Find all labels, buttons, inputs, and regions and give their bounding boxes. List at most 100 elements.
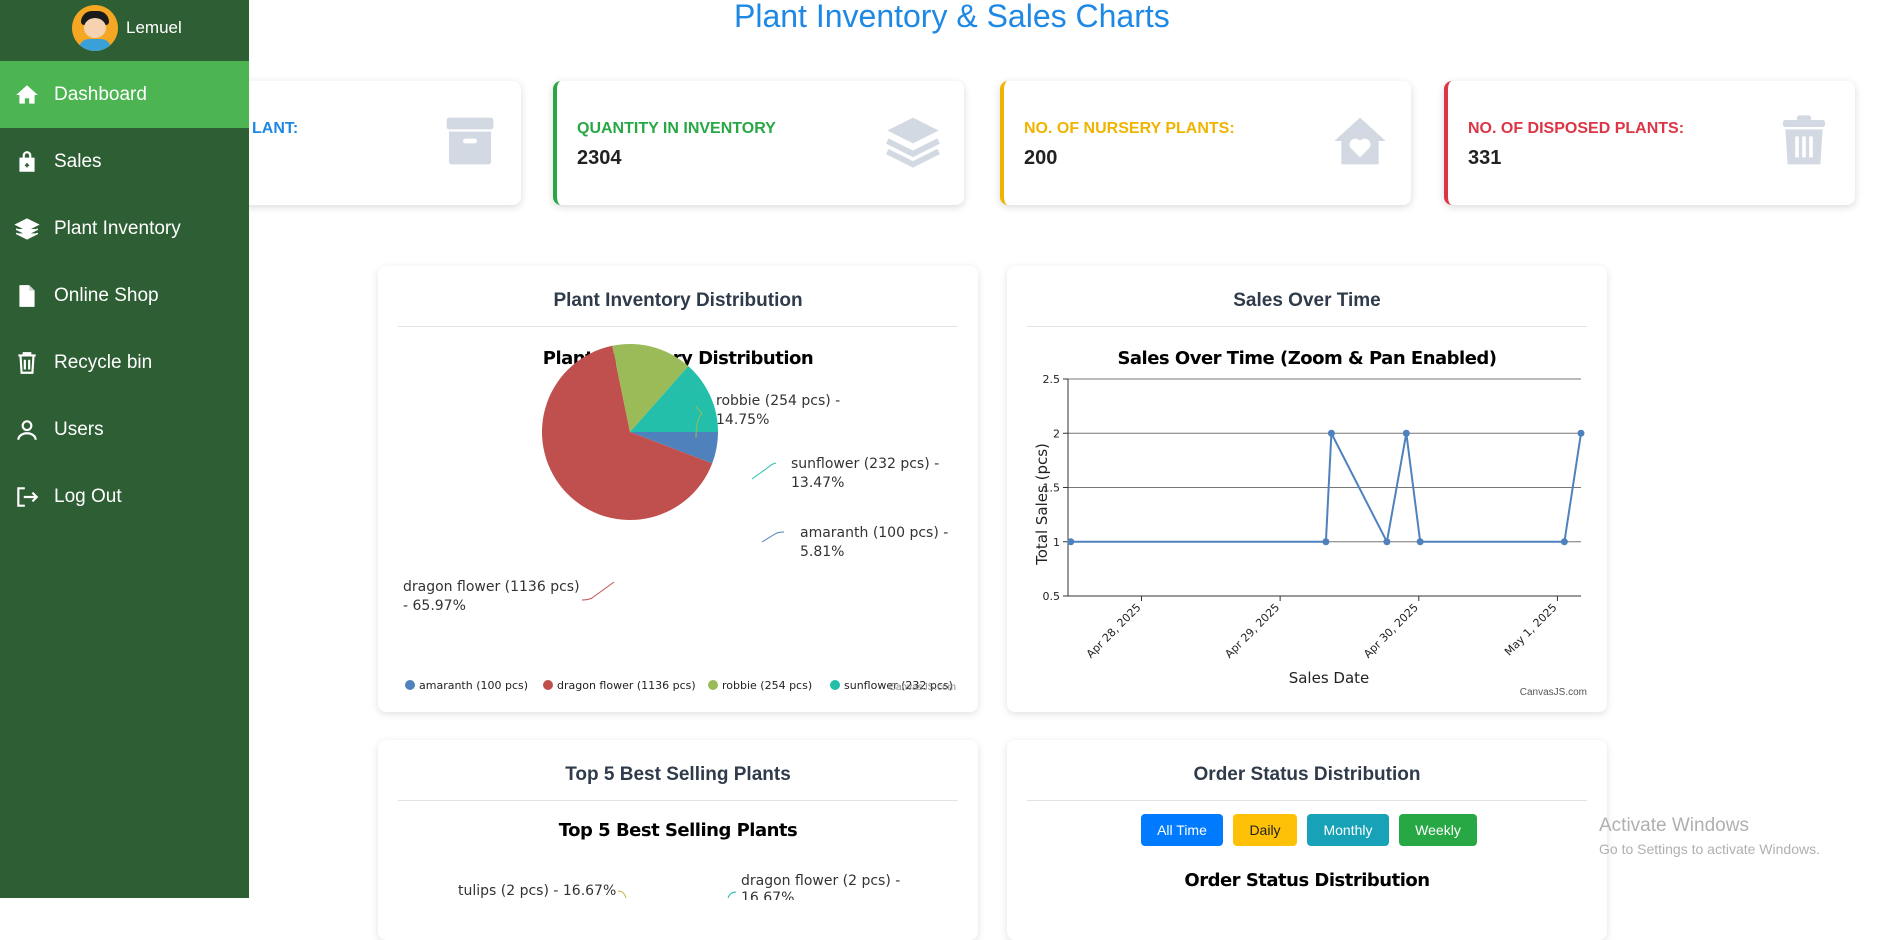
trash-icon (1783, 115, 1825, 165)
legend-marker-amaranth (405, 680, 415, 690)
logout-icon (17, 486, 39, 507)
chart-title: Order Status Distribution (1184, 870, 1430, 891)
nav-plant-inventory[interactable]: Plant Inventory (0, 195, 249, 262)
y-tick-label: 2 (1053, 427, 1060, 440)
x-tick-label: Apr 29, 2025 (1222, 601, 1282, 661)
pie-label-amaranth-1: amaranth (100 pcs) - (800, 525, 948, 541)
stat-value: 331 (1468, 147, 1502, 169)
archive-icon (446, 117, 494, 165)
nav-label: Dashboard (54, 83, 147, 105)
nav-sales[interactable]: Sales (0, 128, 249, 195)
top5-pie-chart[interactable]: tulips (2 pcs) - 16.67% dragon flower (2… (378, 740, 978, 900)
pie-label-amaranth-2: 5.81% (800, 544, 844, 560)
pie-label-robbie-2: 14.75% (716, 412, 769, 428)
user-icon (17, 419, 37, 440)
chart-credit[interactable]: CanvasJS.com (889, 682, 956, 693)
nav-label: Users (54, 418, 104, 440)
trash-icon (18, 351, 36, 374)
panel-header: Plant Inventory Distribution (398, 266, 958, 327)
legend-item-amaranth[interactable]: amaranth (100 pcs) (419, 679, 528, 692)
filter-monthly-button[interactable]: Monthly (1307, 814, 1389, 846)
legend-item-sunflower[interactable]: sunflower (232 pcs) (844, 679, 953, 692)
chart-title: Top 5 Best Selling Plants (558, 820, 798, 841)
y-tick-label: 2.5 (1043, 373, 1061, 386)
stat-label: NO. OF NURSERY PLANTS: (1024, 120, 1235, 137)
home-icon (16, 84, 38, 104)
user-name: Lemuel (126, 18, 182, 37)
legend-marker-sunflower (830, 680, 840, 690)
stat-card-quantity: QUANTITY IN INVENTORY 2304 (553, 81, 964, 205)
pie-slice-amaranth[interactable] (630, 432, 718, 464)
stat-card-disposed: NO. OF DISPOSED PLANTS: 331 (1444, 81, 1855, 205)
sales-data-point[interactable] (1577, 429, 1585, 437)
pie-label-tulips: tulips (2 pcs) - 16.67% (458, 883, 616, 899)
x-tick-label: Apr 28, 2025 (1084, 601, 1144, 661)
pie-label-dragon-flower-1: dragon flower (2 pcs) - (741, 873, 900, 889)
x-axis-label: Sales Date (1289, 669, 1370, 687)
inventory-pie-chart[interactable]: robbie (254 pcs) - 14.75% sunflower (232… (378, 266, 978, 712)
shopping-bag-icon (19, 150, 35, 172)
file-icon (19, 284, 35, 307)
layers-icon (886, 117, 940, 168)
panel-header: Sales Over Time (1027, 266, 1587, 327)
nav-online-shop[interactable]: Online Shop (0, 262, 249, 329)
sales-data-point[interactable] (1322, 538, 1330, 546)
sales-line-chart[interactable]: 0.5 1 1.5 2 2.5 Apr 28, 2025 Apr 29, 2025 Apr … (1007, 266, 1607, 712)
sales-data-point[interactable] (1383, 538, 1391, 546)
sales-data-point[interactable] (1402, 429, 1410, 437)
pie-label-dragon-flower-2: 16.67% (741, 890, 794, 900)
activate-windows-title: Activate Windows (1599, 815, 1749, 836)
y-tick-label: 1 (1053, 536, 1060, 549)
y-tick-label: 0.5 (1043, 590, 1061, 603)
filter-weekly-button[interactable]: Weekly (1399, 814, 1477, 846)
activate-windows-subtitle: Go to Settings to activate Windows. (1599, 841, 1820, 857)
filter-daily-button[interactable]: Daily (1233, 814, 1297, 846)
stat-card-nursery: NO. OF NURSERY PLANTS: 200 (1000, 81, 1411, 205)
nav-users[interactable]: Users (0, 396, 249, 463)
x-tick-label: Apr 30, 2025 (1361, 601, 1421, 661)
legend-marker-robbie (708, 680, 718, 690)
nav-dashboard[interactable]: Dashboard (0, 61, 249, 128)
sales-data-point[interactable] (1560, 538, 1568, 546)
nav-label: Recycle bin (54, 351, 153, 373)
pie-slice-dragon-flower[interactable] (542, 345, 713, 520)
stat-label: QUANTITY IN INVENTORY (577, 120, 776, 137)
nav-recycle-bin[interactable]: Recycle bin (0, 329, 249, 396)
panel-inventory-distribution: Plant Inventory Distribution Plant Inven… (378, 266, 978, 712)
layers-icon (14, 217, 40, 240)
panel-top5-best-selling: Top 5 Best Selling Plants Top 5 Best Sel… (378, 740, 978, 940)
stat-label: NO. OF DISPOSED PLANTS: (1468, 120, 1685, 137)
page-title: Plant Inventory & Sales Charts (734, 0, 1170, 34)
pie-label-dragon-flower-1: dragon flower (1136 pcs) (403, 579, 580, 595)
house-heart-icon (1334, 117, 1386, 165)
pie-label-dragon-flower-2: - 65.97% (403, 598, 466, 614)
panel-header: Order Status Distribution (1027, 740, 1587, 801)
legend-marker-dragon-flower (543, 680, 553, 690)
sales-series-line (1070, 429, 1582, 545)
stat-label: LANT: (252, 120, 299, 137)
sales-data-point[interactable] (1416, 538, 1424, 546)
nav-label: Log Out (54, 485, 122, 507)
legend-item-robbie[interactable]: robbie (254 pcs) (722, 679, 812, 692)
y-axis-label: Total Sales (pcs) (1033, 443, 1051, 566)
nav-label: Plant Inventory (54, 217, 181, 239)
pie-label-robbie-1: robbie (254 pcs) - (716, 393, 840, 409)
sales-data-point[interactable] (1067, 538, 1075, 546)
chart-credit[interactable]: CanvasJS.com (1520, 687, 1587, 698)
sidebar: Lemuel Dashboard Sales Plant Inventory O… (0, 0, 249, 898)
nav-label: Online Shop (54, 284, 159, 306)
pie-slice-sunflower[interactable] (630, 366, 718, 432)
stat-value: 200 (1024, 147, 1058, 169)
panel-header: Top 5 Best Selling Plants (398, 740, 958, 801)
chart-title: Sales Over Time (Zoom & Pan Enabled) (1117, 348, 1497, 369)
pie-label-sunflower-1: sunflower (232 pcs) - (791, 456, 939, 472)
filter-all-time-button[interactable]: All Time (1141, 814, 1223, 846)
x-tick-label: May 1, 2025 (1502, 601, 1559, 658)
sales-data-point[interactable] (1327, 429, 1335, 437)
y-tick-label: 1.5 (1043, 482, 1061, 495)
nav-log-out[interactable]: Log Out (0, 463, 249, 530)
legend-item-dragon-flower[interactable]: dragon flower (1136 pcs) (557, 679, 696, 692)
activate-windows-notice: Activate Windows Go to Settings to activ… (1599, 815, 1820, 857)
user-profile[interactable]: Lemuel (72, 5, 182, 51)
pie-slice-robbie[interactable] (612, 344, 689, 432)
